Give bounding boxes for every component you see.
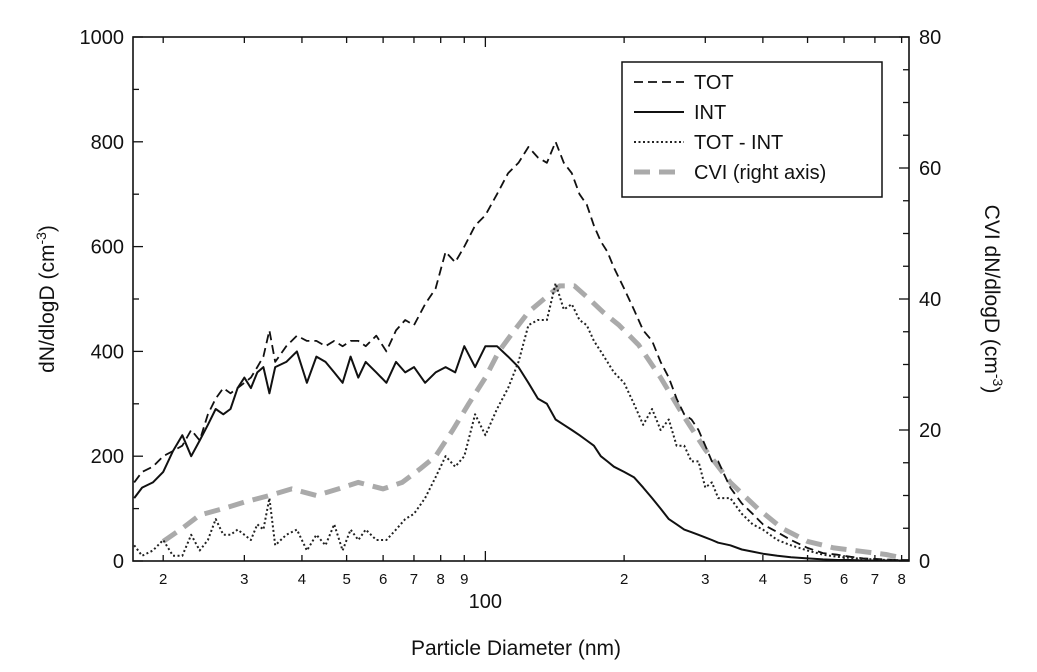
series-line-tot	[133, 140, 909, 561]
y-right-tick-label: 40	[919, 289, 941, 311]
legend-label: CVI (right axis)	[694, 162, 826, 184]
series-line-cvi-right-axis-	[161, 283, 903, 561]
y-left-tick-label: 1000	[80, 27, 125, 49]
y-left-tick-label: 400	[91, 341, 124, 363]
x-tick-label: 4	[298, 571, 306, 588]
x-tick-label: 4	[759, 571, 767, 588]
legend-label: TOT - INT	[694, 132, 783, 154]
y-right-tick-label: 60	[919, 158, 941, 180]
x-tick-label: 2	[159, 571, 167, 588]
legend: TOT INT TOT - INT CVI (right axis)	[621, 61, 883, 198]
y-left-tick-label: 800	[91, 132, 124, 154]
y-right-tick-label: 20	[919, 420, 941, 442]
x-tick-label: 7	[871, 571, 879, 588]
series-line-int	[133, 345, 909, 562]
x-tick-label: 5	[803, 571, 811, 588]
y-right-axis-title: CVI dN/dlogD (cm-3)	[980, 205, 1006, 394]
x-tick-label: 3	[240, 571, 248, 588]
y-right-tick-label: 0	[919, 551, 930, 573]
x-tick-label: 7	[410, 571, 418, 588]
x-tick-label: 9	[460, 571, 468, 588]
x-axis-title: Particle Diameter (nm)	[411, 637, 621, 660]
x-tick-label: 3	[701, 571, 709, 588]
legend-label: INT	[694, 102, 726, 124]
x-tick-label: 100	[469, 591, 502, 613]
y-left-tick-label: 200	[91, 446, 124, 468]
x-tick-label: 6	[379, 571, 387, 588]
y-right-tick-label: 80	[919, 27, 941, 49]
legend-label: TOT	[694, 72, 734, 94]
x-tick-label: 8	[897, 571, 905, 588]
x-tick-label: 5	[342, 571, 350, 588]
plot-area	[133, 140, 910, 562]
y-left-axis-title: dN/dlogD (cm-3)	[33, 225, 59, 373]
y-left-tick-label: 600	[91, 237, 124, 259]
series-line-tot-int	[133, 282, 910, 562]
x-tick-label: 2	[620, 571, 628, 588]
x-tick-label: 6	[840, 571, 848, 588]
x-tick-label: 8	[437, 571, 445, 588]
y-left-tick-label: 0	[113, 551, 124, 573]
